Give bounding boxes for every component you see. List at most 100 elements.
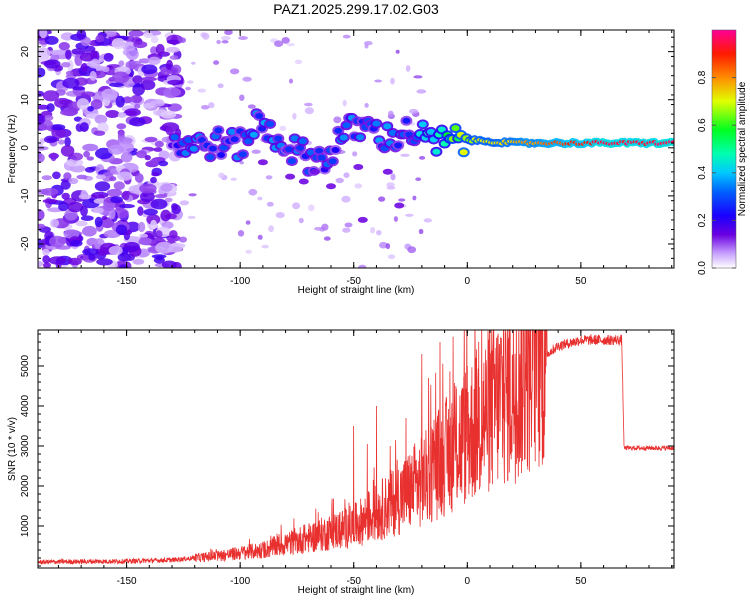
spectrogram-noise-blob [112,71,130,84]
spectrogram-ridge-core [432,148,441,155]
spectrogram-noise-blob [60,180,71,190]
spectrogram-noise-blob [179,200,189,206]
spectrogram-noise-blob [160,209,171,222]
colorbar-label: Normalized spectral amplitude [737,81,748,216]
spectrogram-noise-blob [148,56,161,65]
spectrogram-noise-blob [179,37,186,43]
x-tick-label: -50 [347,576,362,587]
snr-x-ticks: -150 -100 -50 0 50 [57,330,673,587]
spectrogram-noise-blob [266,201,274,207]
spectrogram-noise-blob [342,227,351,233]
spectrogram-noise-blob [38,90,45,97]
spectrogram-noise-blob [109,82,124,88]
spectrogram-noise-blob [60,145,75,157]
spectrogram-noise-blob [335,177,344,184]
spectrogram-noise-blob [167,79,184,85]
spectrogram-noise-blob [38,104,50,110]
spectrogram-ridge-core [334,127,343,134]
spectrogram-noise-blob [137,221,146,233]
spectrogram-ridge-core [238,151,247,158]
spectrogram-ridge-core [189,145,198,152]
colorbar-tick-label: 0.2 [697,213,708,227]
spectrogram-noise-blob [117,112,127,118]
spectrogram-noise-blob [38,209,45,221]
spectrogram-noise-blob [292,202,301,210]
spectrogram-noise-blob [298,217,304,224]
spectrogram-noise-blob [139,183,157,194]
spectrogram-noise-blob [344,222,353,228]
spectrogram-y-ticks: 20 10 0 -10 -20 [20,36,674,269]
spectrogram-noise-blob [388,254,396,259]
snr-line [38,330,674,566]
spectrogram-feature-blob [298,178,309,185]
spectrogram-noise-blob [160,183,173,192]
spectrogram-noise-blob [44,35,59,45]
spectrogram-noise-blob [160,110,177,119]
spectrogram-ridge-core [287,158,296,165]
spectrogram-noise-blob [268,225,274,233]
spectrogram-ridge-core [328,158,337,165]
spectrogram-noise-blob [134,103,141,109]
spectrogram-noise-blob [62,77,80,89]
spectrogram-noise-blob [388,110,394,117]
snr-x-label: Height of straight line (km) [298,585,415,596]
spectrogram-noise-blob [242,76,252,82]
spectrogram-noise-blob [110,196,123,204]
spectrogram-ridge-core [214,127,223,134]
spectrogram-noise-blob [221,40,229,44]
spectrogram-noise-blob [70,152,83,161]
spectrogram-noise-blob [370,227,376,234]
spectrogram-noise-blob [390,77,395,85]
spectrogram-noise-blob [38,152,45,164]
spectrogram-noise-blob [86,156,95,161]
spectrogram-noise-blob [314,226,323,231]
spectrogram-ridge-core [170,134,179,141]
spectrogram-noise-blob [143,208,158,216]
spectrogram-noise-blob [164,197,173,203]
spectrogram-noise-blob [46,137,60,143]
spectrogram-noise-blob [407,246,417,254]
x-tick-label: 0 [465,276,471,287]
spectrogram-noise-blob [187,80,194,84]
spectrogram-ridge-core [266,121,275,127]
spectrogram-ridge-core [249,131,258,138]
spectrogram-ridge-core [298,138,307,145]
spectrogram-noise-blob [42,255,51,264]
spectrogram-noise-blob [115,95,125,108]
spectrogram-noise-blob [161,260,177,268]
spectrogram-noise-blob [84,166,95,173]
spectrogram-noise-blob [96,258,113,266]
spectrogram-noise-blob [275,212,285,219]
x-tick-label: -50 [347,276,362,287]
spectrogram-noise-blob [304,107,314,115]
spectrogram-feature-blob [357,216,368,223]
spectrogram-noise-blob [46,103,55,113]
spectrogram-noise-blob [111,38,126,50]
spectrogram-ridge-core [228,128,236,135]
spectrogram-noise-blob [69,240,83,247]
spectrogram-noise-blob [132,75,143,84]
x-tick-label: -150 [117,276,137,287]
spectrogram-noise-blob [386,186,396,190]
spectrogram-noise-blob [42,90,60,102]
y-tick-label: 1000 [20,514,31,537]
spectrogram-noise-blob [93,130,106,136]
spectrogram-noise-blob [166,46,180,53]
spectrogram-noise-blob [71,48,86,55]
spectrogram-noise-blob [80,189,88,199]
y-tick-label: -20 [20,236,31,251]
spectrogram-x-label: Height of straight line (km) [298,285,415,296]
spectrogram-ridge-core [317,154,326,161]
spectrogram-panel: -150 -100 -50 0 50 20 10 0 -10 -20 Height of str… [7,29,675,296]
spectrogram-noise-blob [93,207,104,213]
spectrogram-noise-blob [64,137,71,147]
spectrogram-noise-blob [87,58,101,69]
spectrogram-noise-blob [149,158,159,165]
spectrogram-noise-blob [95,34,105,43]
y-tick-label: 20 [20,46,31,58]
spectrogram-noise-blob [38,47,48,53]
spectrogram-noise-blob [57,139,65,145]
spectrogram-speckle [38,30,432,268]
spectrogram-noise-blob [221,35,231,41]
